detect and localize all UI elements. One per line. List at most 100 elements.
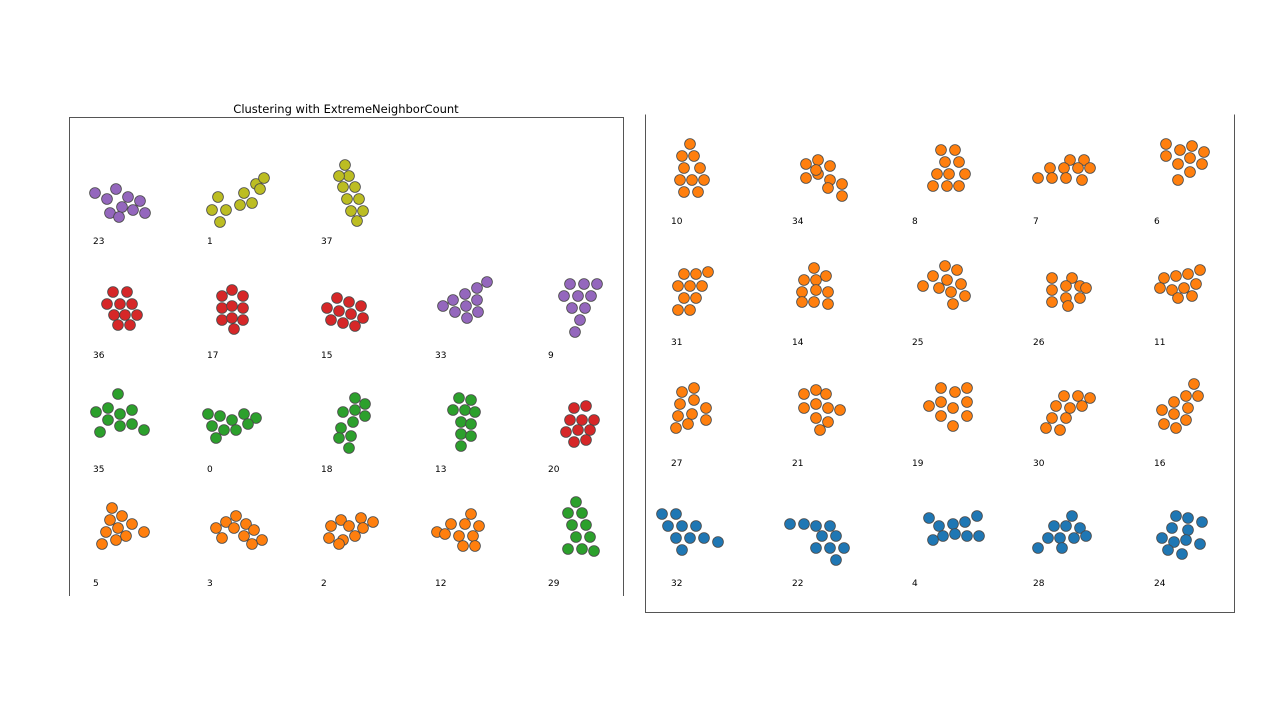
cluster-13: 13	[435, 392, 481, 475]
cluster-point	[349, 530, 361, 542]
cluster-point	[226, 284, 238, 296]
cluster-point	[1172, 158, 1184, 170]
cluster-29: 29	[548, 496, 600, 589]
cluster-point	[359, 398, 371, 410]
cluster-point	[455, 416, 467, 428]
cluster-point	[1046, 272, 1058, 284]
cluster-point	[686, 174, 698, 186]
cluster-point	[961, 396, 973, 408]
cluster-23: 23	[89, 183, 151, 247]
cluster-point	[248, 524, 260, 536]
cluster-point	[810, 284, 822, 296]
cluster-point	[122, 191, 134, 203]
cluster-point	[90, 406, 102, 418]
cluster-point	[119, 309, 131, 321]
cluster-point	[238, 530, 250, 542]
cluster-point	[131, 309, 143, 321]
cluster-point	[810, 164, 822, 176]
cluster-point	[240, 518, 252, 530]
cluster-point	[949, 386, 961, 398]
cluster-label: 13	[435, 465, 446, 475]
cluster-point	[459, 518, 471, 530]
cluster-label: 3	[207, 579, 213, 589]
cluster-point	[923, 512, 935, 524]
cluster-point	[357, 522, 369, 534]
cluster-point	[202, 408, 214, 420]
cluster-18: 18	[321, 392, 371, 475]
cluster-point	[959, 290, 971, 302]
cluster-point	[1182, 268, 1194, 280]
cluster-point	[682, 418, 694, 430]
cluster-point	[256, 534, 268, 546]
cluster-point	[947, 420, 959, 432]
cluster-point	[566, 302, 578, 314]
cluster-point	[1054, 532, 1066, 544]
cluster-point	[1158, 272, 1170, 284]
cluster-point	[357, 205, 369, 217]
cluster-point	[656, 508, 668, 520]
cluster-point	[1168, 396, 1180, 408]
cluster-point	[824, 160, 836, 172]
cluster-point	[237, 290, 249, 302]
cluster-point	[127, 204, 139, 216]
cluster-point	[558, 290, 570, 302]
cluster-point	[678, 268, 690, 280]
cluster-point	[114, 408, 126, 420]
cluster-point	[220, 204, 232, 216]
cluster-point	[1084, 162, 1096, 174]
cluster-point	[471, 294, 483, 306]
cluster-point	[343, 296, 355, 308]
cluster-point	[126, 518, 138, 530]
cluster-point	[684, 304, 696, 316]
cluster-point	[696, 280, 708, 292]
cluster-point	[116, 201, 128, 213]
cluster-point	[812, 154, 824, 166]
cluster-point	[467, 530, 479, 542]
cluster-point	[570, 496, 582, 508]
cluster-point	[343, 520, 355, 532]
cluster-point	[566, 519, 578, 531]
cluster-point	[359, 410, 371, 422]
cluster-point	[238, 408, 250, 420]
cluster-point	[1184, 152, 1196, 164]
cluster-point	[1168, 536, 1180, 548]
cluster-point	[335, 422, 347, 434]
cluster-point	[935, 144, 947, 156]
cluster-label: 24	[1154, 579, 1166, 589]
cluster-16: 16	[1154, 378, 1204, 469]
cluster-label: 11	[1154, 338, 1165, 348]
cluster-label: 1	[207, 237, 213, 247]
cluster-label: 36	[93, 351, 105, 361]
cluster-label: 14	[792, 338, 804, 348]
cluster-point	[447, 404, 459, 416]
cluster-point	[820, 388, 832, 400]
cluster-point	[1056, 542, 1068, 554]
cluster-point	[349, 320, 361, 332]
cluster-point	[218, 424, 230, 436]
cluster-point	[1156, 404, 1168, 416]
cluster-point	[947, 518, 959, 530]
cluster-point	[670, 508, 682, 520]
cluster-label: 25	[912, 338, 923, 348]
cluster-19: 19	[912, 382, 973, 469]
cluster-22: 22	[784, 518, 850, 589]
cluster-point	[113, 211, 125, 223]
cluster-point	[96, 538, 108, 550]
cluster-point	[816, 530, 828, 542]
cluster-point	[1180, 534, 1192, 546]
cluster-point	[568, 436, 580, 448]
cluster-point	[114, 420, 126, 432]
cluster-point	[584, 531, 596, 543]
cluster-point	[935, 382, 947, 394]
cluster-point	[138, 526, 150, 538]
cluster-30: 30	[1033, 390, 1096, 469]
cluster-point	[465, 418, 477, 430]
cluster-point	[258, 172, 270, 184]
cluster-point	[941, 274, 953, 286]
cluster-point	[1170, 422, 1182, 434]
cluster-point	[822, 286, 834, 298]
cluster-point	[439, 528, 451, 540]
cluster-point	[1032, 542, 1044, 554]
cluster-point	[688, 150, 700, 162]
